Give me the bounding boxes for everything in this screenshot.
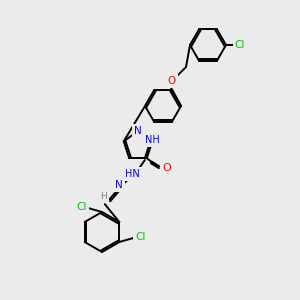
Text: O: O [162, 163, 171, 173]
Text: Cl: Cl [135, 232, 146, 242]
Text: N: N [115, 180, 123, 190]
Text: H: H [100, 192, 107, 201]
Text: HN: HN [125, 169, 140, 179]
Text: NH: NH [145, 135, 160, 146]
Text: N: N [134, 126, 142, 136]
Text: Cl: Cl [77, 202, 87, 212]
Text: O: O [168, 76, 176, 86]
Text: Cl: Cl [235, 40, 245, 50]
